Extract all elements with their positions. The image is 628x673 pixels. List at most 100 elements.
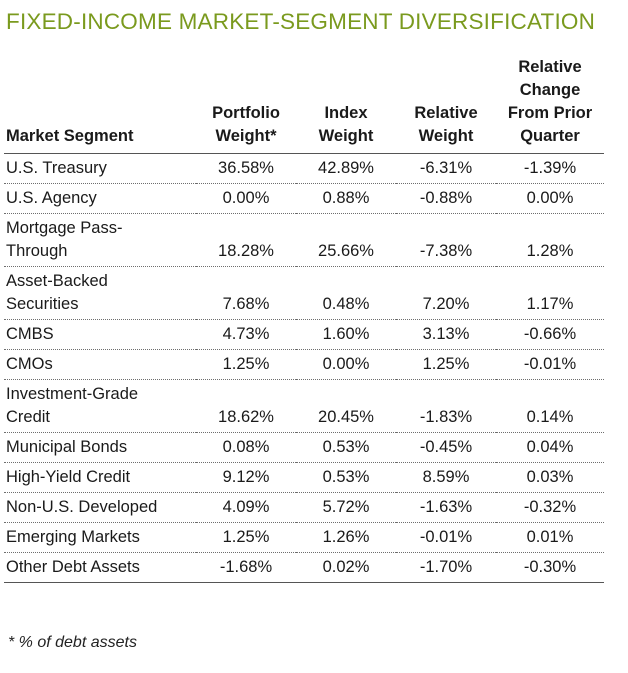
header-relative-change-line4: Quarter	[520, 127, 580, 145]
market-segment-name-line1: Non-U.S. Developed	[6, 498, 158, 516]
market-segment-cell: CMOs	[4, 349, 196, 380]
header-relative-weight-line2: Weight	[418, 127, 474, 145]
header-index-weight-line1: Index	[324, 104, 368, 122]
header-relative-change: Relative Change From Prior Quarter	[496, 56, 604, 154]
portfolio-weight-cell: 0.08%	[196, 432, 296, 463]
market-segment-cell: Municipal Bonds	[4, 432, 196, 463]
header-portfolio-weight-line1: Portfolio	[212, 104, 280, 122]
header-relative-change-line2: Change	[519, 81, 581, 99]
relative-weight-cell: 1.25%	[396, 349, 496, 380]
market-segment-name-line1: Municipal Bonds	[6, 438, 128, 456]
market-segment-name-line1: Emerging Markets	[6, 528, 140, 546]
header-relative-weight-line1: Relative	[414, 104, 478, 122]
index-weight-cell: 1.26%	[296, 522, 396, 553]
footnote: * % of debt assets	[8, 634, 137, 651]
portfolio-weight-cell: 36.58%	[196, 153, 296, 184]
market-segment-name-line1: Other Debt Assets	[6, 558, 140, 576]
market-segment-name-line1: High-Yield Credit	[6, 468, 131, 486]
header-market-segment-label: Market Segment	[6, 127, 134, 145]
table-row: High-Yield Credit 9.12% 0.53% 8.59% 0.03%	[4, 462, 604, 493]
index-weight-cell: 0.88%	[296, 183, 396, 214]
market-segment-name-line1: CMOs	[6, 355, 53, 373]
relative-weight-cell: -0.88%	[396, 183, 496, 214]
index-weight-cell: 0.53%	[296, 462, 396, 493]
market-segment-cell: Asset-Backed Securities	[4, 266, 196, 320]
index-weight-cell: 25.66%	[296, 213, 396, 267]
portfolio-weight-cell: 4.09%	[196, 492, 296, 523]
table-row: Non-U.S. Developed 4.09% 5.72% -1.63% -0.32%	[4, 492, 604, 523]
page-title: FIXED-INCOME MARKET-SEGMENT DIVERSIFICAT…	[6, 9, 596, 34]
market-segment-cell: High-Yield Credit	[4, 462, 196, 493]
relative-change-cell: 0.03%	[496, 462, 604, 493]
portfolio-weight-cell: 18.28%	[196, 213, 296, 267]
table-row: Mortgage Pass- Through 18.28% 25.66% -7.38% 1…	[4, 213, 604, 267]
table-body: U.S. Treasury 36.58% 42.89% -6.31% -1.39% U.S…	[4, 153, 604, 583]
header-portfolio-weight-line2: Weight*	[215, 127, 277, 145]
market-segment-name-line1: U.S. Treasury	[6, 159, 107, 177]
relative-weight-cell: -0.01%	[396, 522, 496, 553]
portfolio-weight-cell: 4.73%	[196, 319, 296, 350]
relative-change-cell: 0.01%	[496, 522, 604, 553]
market-segment-name-line1: CMBS	[6, 325, 54, 343]
market-segment-cell: U.S. Agency	[4, 183, 196, 214]
market-segment-cell: Non-U.S. Developed	[4, 492, 196, 523]
portfolio-weight-cell: 1.25%	[196, 349, 296, 380]
table-row: Other Debt Assets -1.68% 0.02% -1.70% -0.30%	[4, 552, 604, 583]
header-index-weight-line2: Weight	[318, 127, 374, 145]
relative-weight-cell: -0.45%	[396, 432, 496, 463]
header-portfolio-weight: Portfolio Weight*	[196, 56, 296, 154]
header-market-segment: Market Segment	[4, 56, 196, 154]
table-header-row: Market Segment Portfolio Weight* Index W…	[4, 56, 604, 154]
header-relative-change-line3: From Prior	[507, 104, 593, 122]
relative-change-cell: 1.17%	[496, 266, 604, 320]
market-segment-name-line1: Asset-Backed	[6, 272, 108, 290]
table-row: Municipal Bonds 0.08% 0.53% -0.45% 0.04%	[4, 432, 604, 463]
portfolio-weight-cell: 9.12%	[196, 462, 296, 493]
relative-change-cell: -0.01%	[496, 349, 604, 380]
relative-weight-cell: -6.31%	[396, 153, 496, 184]
relative-change-cell: -0.66%	[496, 319, 604, 350]
index-weight-cell: 1.60%	[296, 319, 396, 350]
relative-weight-cell: -1.70%	[396, 552, 496, 583]
market-segment-name-line1: Investment-Grade	[6, 385, 139, 403]
index-weight-cell: 5.72%	[296, 492, 396, 523]
market-segment-cell: Investment-Grade Credit	[4, 379, 196, 433]
header-relative-change-line1: Relative	[518, 58, 582, 76]
market-segment-name-line2: Credit	[6, 408, 51, 426]
relative-weight-cell: -1.63%	[396, 492, 496, 523]
relative-change-cell: 0.14%	[496, 379, 604, 433]
index-weight-cell: 0.02%	[296, 552, 396, 583]
table-row: Investment-Grade Credit 18.62% 20.45% -1.83%…	[4, 379, 604, 433]
relative-change-cell: 0.00%	[496, 183, 604, 214]
portfolio-weight-cell: 1.25%	[196, 522, 296, 553]
relative-weight-cell: -1.83%	[396, 379, 496, 433]
index-weight-cell: 0.00%	[296, 349, 396, 380]
index-weight-cell: 0.48%	[296, 266, 396, 320]
market-segment-cell: U.S. Treasury	[4, 153, 196, 184]
index-weight-cell: 20.45%	[296, 379, 396, 433]
market-segment-name-line1: U.S. Agency	[6, 189, 97, 207]
relative-change-cell: -1.39%	[496, 153, 604, 184]
portfolio-weight-cell: -1.68%	[196, 552, 296, 583]
market-segment-cell: CMBS	[4, 319, 196, 350]
table-row: U.S. Agency 0.00% 0.88% -0.88% 0.00%	[4, 183, 604, 214]
portfolio-weight-cell: 7.68%	[196, 266, 296, 320]
portfolio-weight-cell: 0.00%	[196, 183, 296, 214]
index-weight-cell: 42.89%	[296, 153, 396, 184]
index-weight-cell: 0.53%	[296, 432, 396, 463]
relative-weight-cell: 3.13%	[396, 319, 496, 350]
relative-change-cell: -0.30%	[496, 552, 604, 583]
table-row: Asset-Backed Securities 7.68% 0.48% 7.20% 1.1…	[4, 266, 604, 320]
header-index-weight: Index Weight	[296, 56, 396, 154]
market-segment-name-line1: Mortgage Pass-	[6, 219, 123, 237]
table-row: CMOs 1.25% 0.00% 1.25% -0.01%	[4, 349, 604, 380]
relative-weight-cell: 8.59%	[396, 462, 496, 493]
relative-change-cell: -0.32%	[496, 492, 604, 523]
market-segment-name-line2: Through	[6, 242, 68, 260]
market-segment-cell: Mortgage Pass- Through	[4, 213, 196, 267]
table-row: U.S. Treasury 36.58% 42.89% -6.31% -1.39%	[4, 153, 604, 184]
table-row: CMBS 4.73% 1.60% 3.13% -0.66%	[4, 319, 604, 350]
portfolio-weight-cell: 18.62%	[196, 379, 296, 433]
table-row: Emerging Markets 1.25% 1.26% -0.01% 0.01%	[4, 522, 604, 553]
header-relative-weight: Relative Weight	[396, 56, 496, 154]
